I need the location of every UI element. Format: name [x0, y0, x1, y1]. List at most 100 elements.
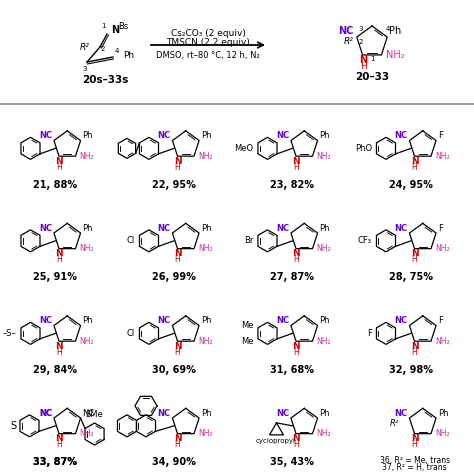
Text: S: S: [10, 421, 17, 431]
Text: F: F: [438, 131, 443, 140]
Text: 2: 2: [101, 46, 105, 52]
Text: Ph: Ph: [82, 224, 93, 233]
Text: 21, 88%: 21, 88%: [33, 180, 77, 190]
Text: NC: NC: [157, 409, 171, 418]
Text: H: H: [174, 255, 181, 264]
Text: NC: NC: [39, 224, 52, 233]
Text: 1: 1: [371, 56, 375, 62]
Text: H: H: [174, 347, 181, 356]
Text: 36, R² = Me, trans: 36, R² = Me, trans: [380, 456, 450, 465]
Text: Cs₂CO₃ (2 equiv): Cs₂CO₃ (2 equiv): [171, 28, 246, 37]
Text: Ph: Ph: [82, 131, 93, 140]
Text: NH₂: NH₂: [198, 337, 213, 346]
Text: Ph: Ph: [123, 51, 134, 60]
Text: H: H: [56, 347, 62, 356]
Text: H: H: [411, 440, 418, 449]
Text: 20s–33s: 20s–33s: [82, 75, 128, 85]
Text: 37, R² = H, trans: 37, R² = H, trans: [383, 463, 447, 472]
Text: H: H: [411, 163, 418, 172]
Text: 28, 75%: 28, 75%: [389, 272, 433, 282]
Text: N: N: [292, 342, 300, 351]
Text: NC: NC: [394, 409, 408, 418]
Text: NH₂: NH₂: [435, 152, 450, 161]
Text: N: N: [111, 25, 119, 35]
Text: 29, 84%: 29, 84%: [33, 365, 77, 374]
Text: 33, 87%: 33, 87%: [33, 457, 77, 467]
Text: Ph: Ph: [201, 316, 211, 325]
Text: N: N: [55, 342, 63, 351]
Text: N: N: [410, 342, 419, 351]
Text: N: N: [173, 342, 182, 351]
Text: H: H: [293, 347, 299, 356]
Text: TMSCN (2.2 equiv): TMSCN (2.2 equiv): [166, 37, 250, 46]
Text: Ph: Ph: [319, 316, 330, 325]
Text: N: N: [173, 249, 182, 258]
Text: 31, 68%: 31, 68%: [270, 365, 314, 374]
Text: 20–33: 20–33: [355, 72, 389, 82]
Text: 27, 87%: 27, 87%: [270, 272, 314, 282]
Text: N: N: [360, 55, 368, 65]
Text: NC: NC: [157, 131, 171, 140]
Text: Ph: Ph: [389, 26, 401, 36]
Text: NH₂: NH₂: [317, 337, 331, 346]
Text: NC: NC: [39, 409, 52, 418]
Text: N: N: [410, 434, 419, 443]
Bar: [0, 0, 474, 104]
Text: 22, 95%: 22, 95%: [152, 180, 196, 190]
Text: 26, 99%: 26, 99%: [152, 272, 196, 282]
Text: NH₂: NH₂: [80, 429, 94, 438]
Text: H: H: [293, 163, 299, 172]
Text: PhO: PhO: [355, 144, 372, 153]
Text: 4: 4: [385, 26, 390, 32]
Text: Ph: Ph: [438, 409, 448, 418]
Text: NH₂: NH₂: [435, 337, 450, 346]
Text: 4: 4: [115, 48, 119, 54]
Text: 34, 90%: 34, 90%: [152, 457, 196, 467]
Text: NH₂: NH₂: [317, 244, 331, 253]
Text: 2: 2: [359, 39, 363, 45]
Text: N: N: [410, 157, 419, 166]
Text: H: H: [56, 440, 62, 449]
Text: R²: R²: [80, 43, 90, 52]
Text: H: H: [411, 255, 418, 264]
Text: H: H: [360, 63, 367, 72]
Text: Ph: Ph: [319, 224, 330, 233]
Text: 33, 87%: 33, 87%: [33, 457, 77, 467]
Text: Bs: Bs: [118, 21, 128, 30]
Text: DMSO, rt–80 °C, 12 h, N₂: DMSO, rt–80 °C, 12 h, N₂: [156, 51, 260, 60]
Text: H: H: [411, 347, 418, 356]
Text: NH₂: NH₂: [386, 50, 405, 60]
Text: 25, 91%: 25, 91%: [33, 272, 77, 282]
Text: N: N: [55, 249, 63, 258]
Text: H: H: [56, 163, 62, 172]
Text: 30, 69%: 30, 69%: [152, 365, 196, 374]
Text: NH₂: NH₂: [80, 337, 94, 346]
Text: N: N: [173, 434, 182, 443]
Text: 3: 3: [83, 66, 87, 72]
Text: H: H: [174, 440, 181, 449]
Text: N: N: [55, 157, 63, 166]
Text: R²: R²: [390, 419, 400, 428]
Text: H: H: [56, 255, 62, 264]
Text: 3: 3: [359, 26, 363, 32]
Text: H: H: [174, 163, 181, 172]
Text: NH₂: NH₂: [198, 152, 213, 161]
Text: NH₂: NH₂: [435, 244, 450, 253]
Text: –S–: –S–: [3, 329, 17, 338]
Text: NH₂: NH₂: [435, 429, 450, 438]
Text: NC: NC: [394, 131, 408, 140]
Text: NC: NC: [82, 409, 95, 418]
Text: MeO: MeO: [234, 144, 254, 153]
Text: NC: NC: [276, 316, 289, 325]
Text: NH₂: NH₂: [80, 152, 94, 161]
Text: N: N: [410, 249, 419, 258]
Text: N: N: [55, 434, 63, 443]
Text: NH₂: NH₂: [317, 152, 331, 161]
Text: N: N: [173, 157, 182, 166]
Text: F: F: [367, 329, 372, 338]
Text: F: F: [438, 316, 443, 325]
Text: NC: NC: [394, 224, 408, 233]
Text: NC: NC: [276, 131, 289, 140]
Text: N: N: [292, 249, 300, 258]
Text: NC: NC: [39, 131, 52, 140]
